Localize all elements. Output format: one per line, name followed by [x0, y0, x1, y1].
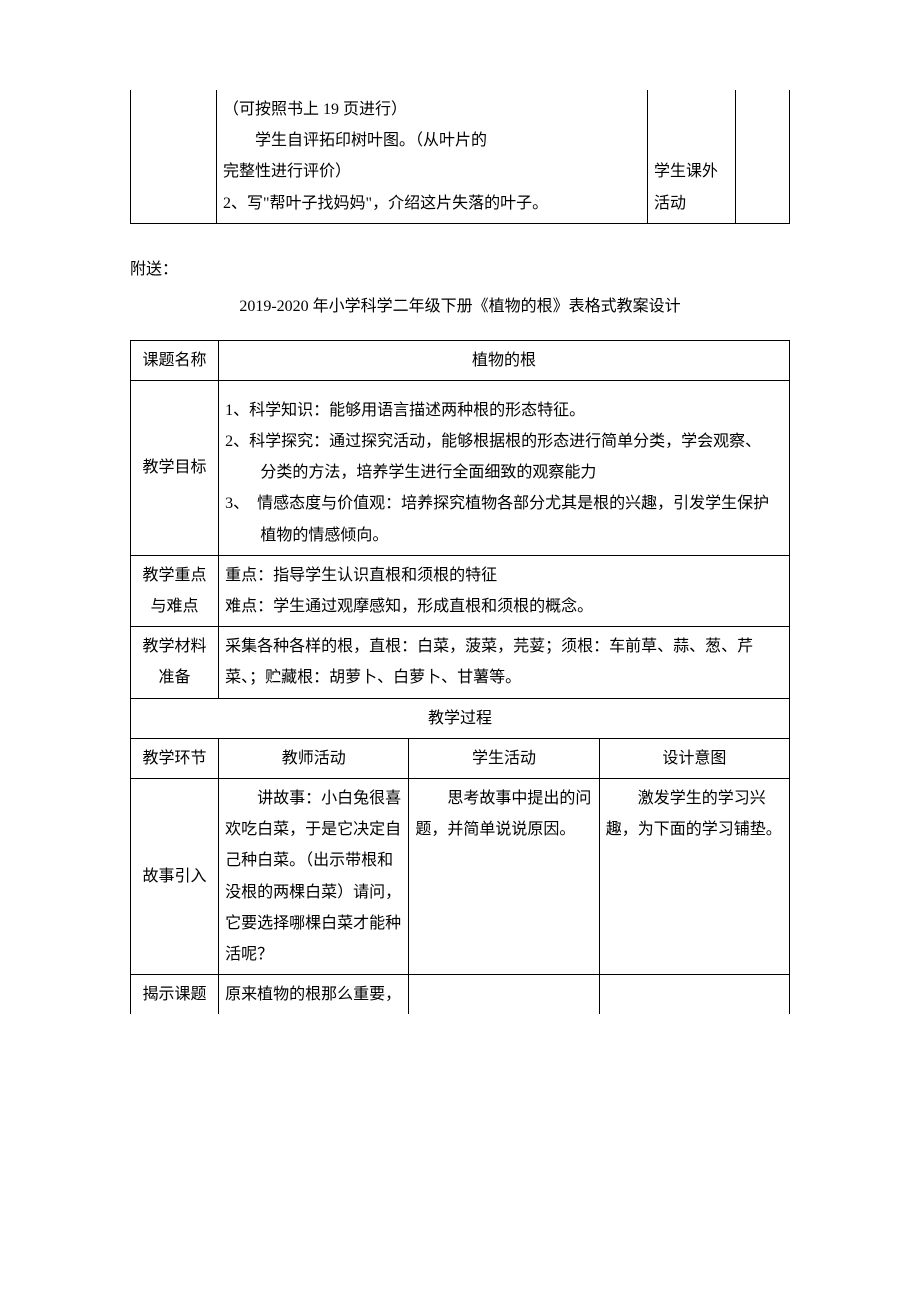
value-material: 采集各种各样的根，直根：白菜，菠菜，芫荽；须根：车前草、蒜、葱、芹 菜、；贮藏根…	[219, 627, 790, 698]
table-continuation: （可按照书上 19 页进行） 学生自评拓印树叶图。（从叶片的 完整性进行评价） …	[130, 90, 790, 224]
row-columns: 教学环节 教师活动 学生活动 设计意图	[131, 738, 790, 778]
value-keypoint: 重点：指导学生认识直根和须根的特征 难点：学生通过观摩感知，形成直根和须根的概念…	[219, 555, 790, 626]
cont-line4: 2、写"帮叶子找妈妈"，介绍这片失落的叶子。	[223, 195, 548, 212]
row-material: 教学材料 准备 采集各种各样的根，直根：白菜，菠菜，芫荽；须根：车前草、蒜、葱、…	[131, 627, 790, 698]
label-keypoint-1: 教学重点	[143, 567, 207, 584]
goal-2b: 分类的方法，培养学生进行全面细致的观察能力	[225, 457, 783, 488]
row-reveal: 揭示课题 原来植物的根那么重要，	[131, 975, 790, 1015]
cont-col1-empty	[131, 90, 217, 223]
cont-line1: （可按照书上 19 页进行）	[223, 101, 407, 118]
label-keypoint-2: 与难点	[151, 598, 199, 615]
label-material-2: 准备	[159, 669, 191, 686]
label-topic: 课题名称	[131, 341, 219, 381]
value-topic: 植物的根	[219, 341, 790, 381]
col-header-1: 教学环节	[131, 738, 219, 778]
row-process-header: 教学过程	[131, 698, 790, 738]
col-header-2: 教师活动	[219, 738, 409, 778]
material-line2: 菜、；贮藏根：胡萝卜、白萝卜、甘薯等。	[225, 669, 521, 686]
cont-col3-body: 学生课外 活动	[648, 90, 736, 223]
document-title: 2019-2020 年小学科学二年级下册《植物的根》表格式教案设计	[130, 291, 790, 322]
col-header-3: 学生活动	[409, 738, 599, 778]
lesson-plan-table: 课题名称 植物的根 教学目标 1、科学知识：能够用语言描述两种根的形态特征。 2…	[130, 340, 790, 1014]
cont-col4-empty	[736, 90, 790, 223]
goal-3a: 情感态度与价值观：培养探究植物各部分尤其是根的兴趣，引发学生保护	[257, 495, 769, 512]
value-goal: 1、科学知识：能够用语言描述两种根的形态特征。 2、科学探究：通过探究活动，能够…	[219, 381, 790, 556]
col-header-4: 设计意图	[599, 738, 789, 778]
story-teacher: 讲故事：小白兔很喜欢吃白菜，于是它决定自己种白菜。（出示带根和没根的两棵白菜）请…	[219, 778, 409, 974]
attach-label: 附送：	[130, 254, 790, 285]
reveal-teacher: 原来植物的根那么重要，	[219, 975, 409, 1015]
story-student: 思考故事中提出的问题，并简单说说原因。	[409, 778, 599, 974]
row-goal: 教学目标 1、科学知识：能够用语言描述两种根的形态特征。 2、科学探究：通过探究…	[131, 381, 790, 556]
goal-3b: 植物的情感倾向。	[225, 520, 783, 551]
row-story: 故事引入 讲故事：小白兔很喜欢吃白菜，于是它决定自己种白菜。（出示带根和没根的两…	[131, 778, 790, 974]
goal-1: 科学知识：能够用语言描述两种根的形态特征。	[249, 402, 585, 419]
process-header: 教学过程	[131, 698, 790, 738]
goal-2a: 科学探究：通过探究活动，能够根据根的形态进行简单分类，学会观察、	[249, 433, 761, 450]
reveal-student-empty	[409, 975, 599, 1015]
story-intent: 激发学生的学习兴趣，为下面的学习铺垫。	[599, 778, 789, 974]
page-container: （可按照书上 19 页进行） 学生自评拓印树叶图。（从叶片的 完整性进行评价） …	[0, 0, 920, 1074]
label-material: 教学材料 准备	[131, 627, 219, 698]
cont-right2: 活动	[654, 195, 686, 212]
row-topic: 课题名称 植物的根	[131, 341, 790, 381]
cont-line2: 学生自评拓印树叶图。（从叶片的	[223, 125, 641, 156]
keypoint-line2: 难点：学生通过观摩感知，形成直根和须根的概念。	[225, 598, 593, 615]
row-keypoint: 教学重点 与难点 重点：指导学生认识直根和须根的特征 难点：学生通过观摩感知，形…	[131, 555, 790, 626]
keypoint-line1: 重点：指导学生认识直根和须根的特征	[225, 567, 497, 584]
label-goal: 教学目标	[131, 381, 219, 556]
label-keypoint: 教学重点 与难点	[131, 555, 219, 626]
material-line1: 采集各种各样的根，直根：白菜，菠菜，芫荽；须根：车前草、蒜、葱、芹	[225, 638, 753, 655]
label-material-1: 教学材料	[143, 638, 207, 655]
cont-right1: 学生课外	[654, 163, 718, 180]
cont-line3: 完整性进行评价）	[223, 163, 351, 180]
label-story: 故事引入	[131, 778, 219, 974]
label-reveal: 揭示课题	[131, 975, 219, 1015]
cont-col2-body: （可按照书上 19 页进行） 学生自评拓印树叶图。（从叶片的 完整性进行评价） …	[217, 90, 648, 223]
reveal-intent-empty	[599, 975, 789, 1015]
